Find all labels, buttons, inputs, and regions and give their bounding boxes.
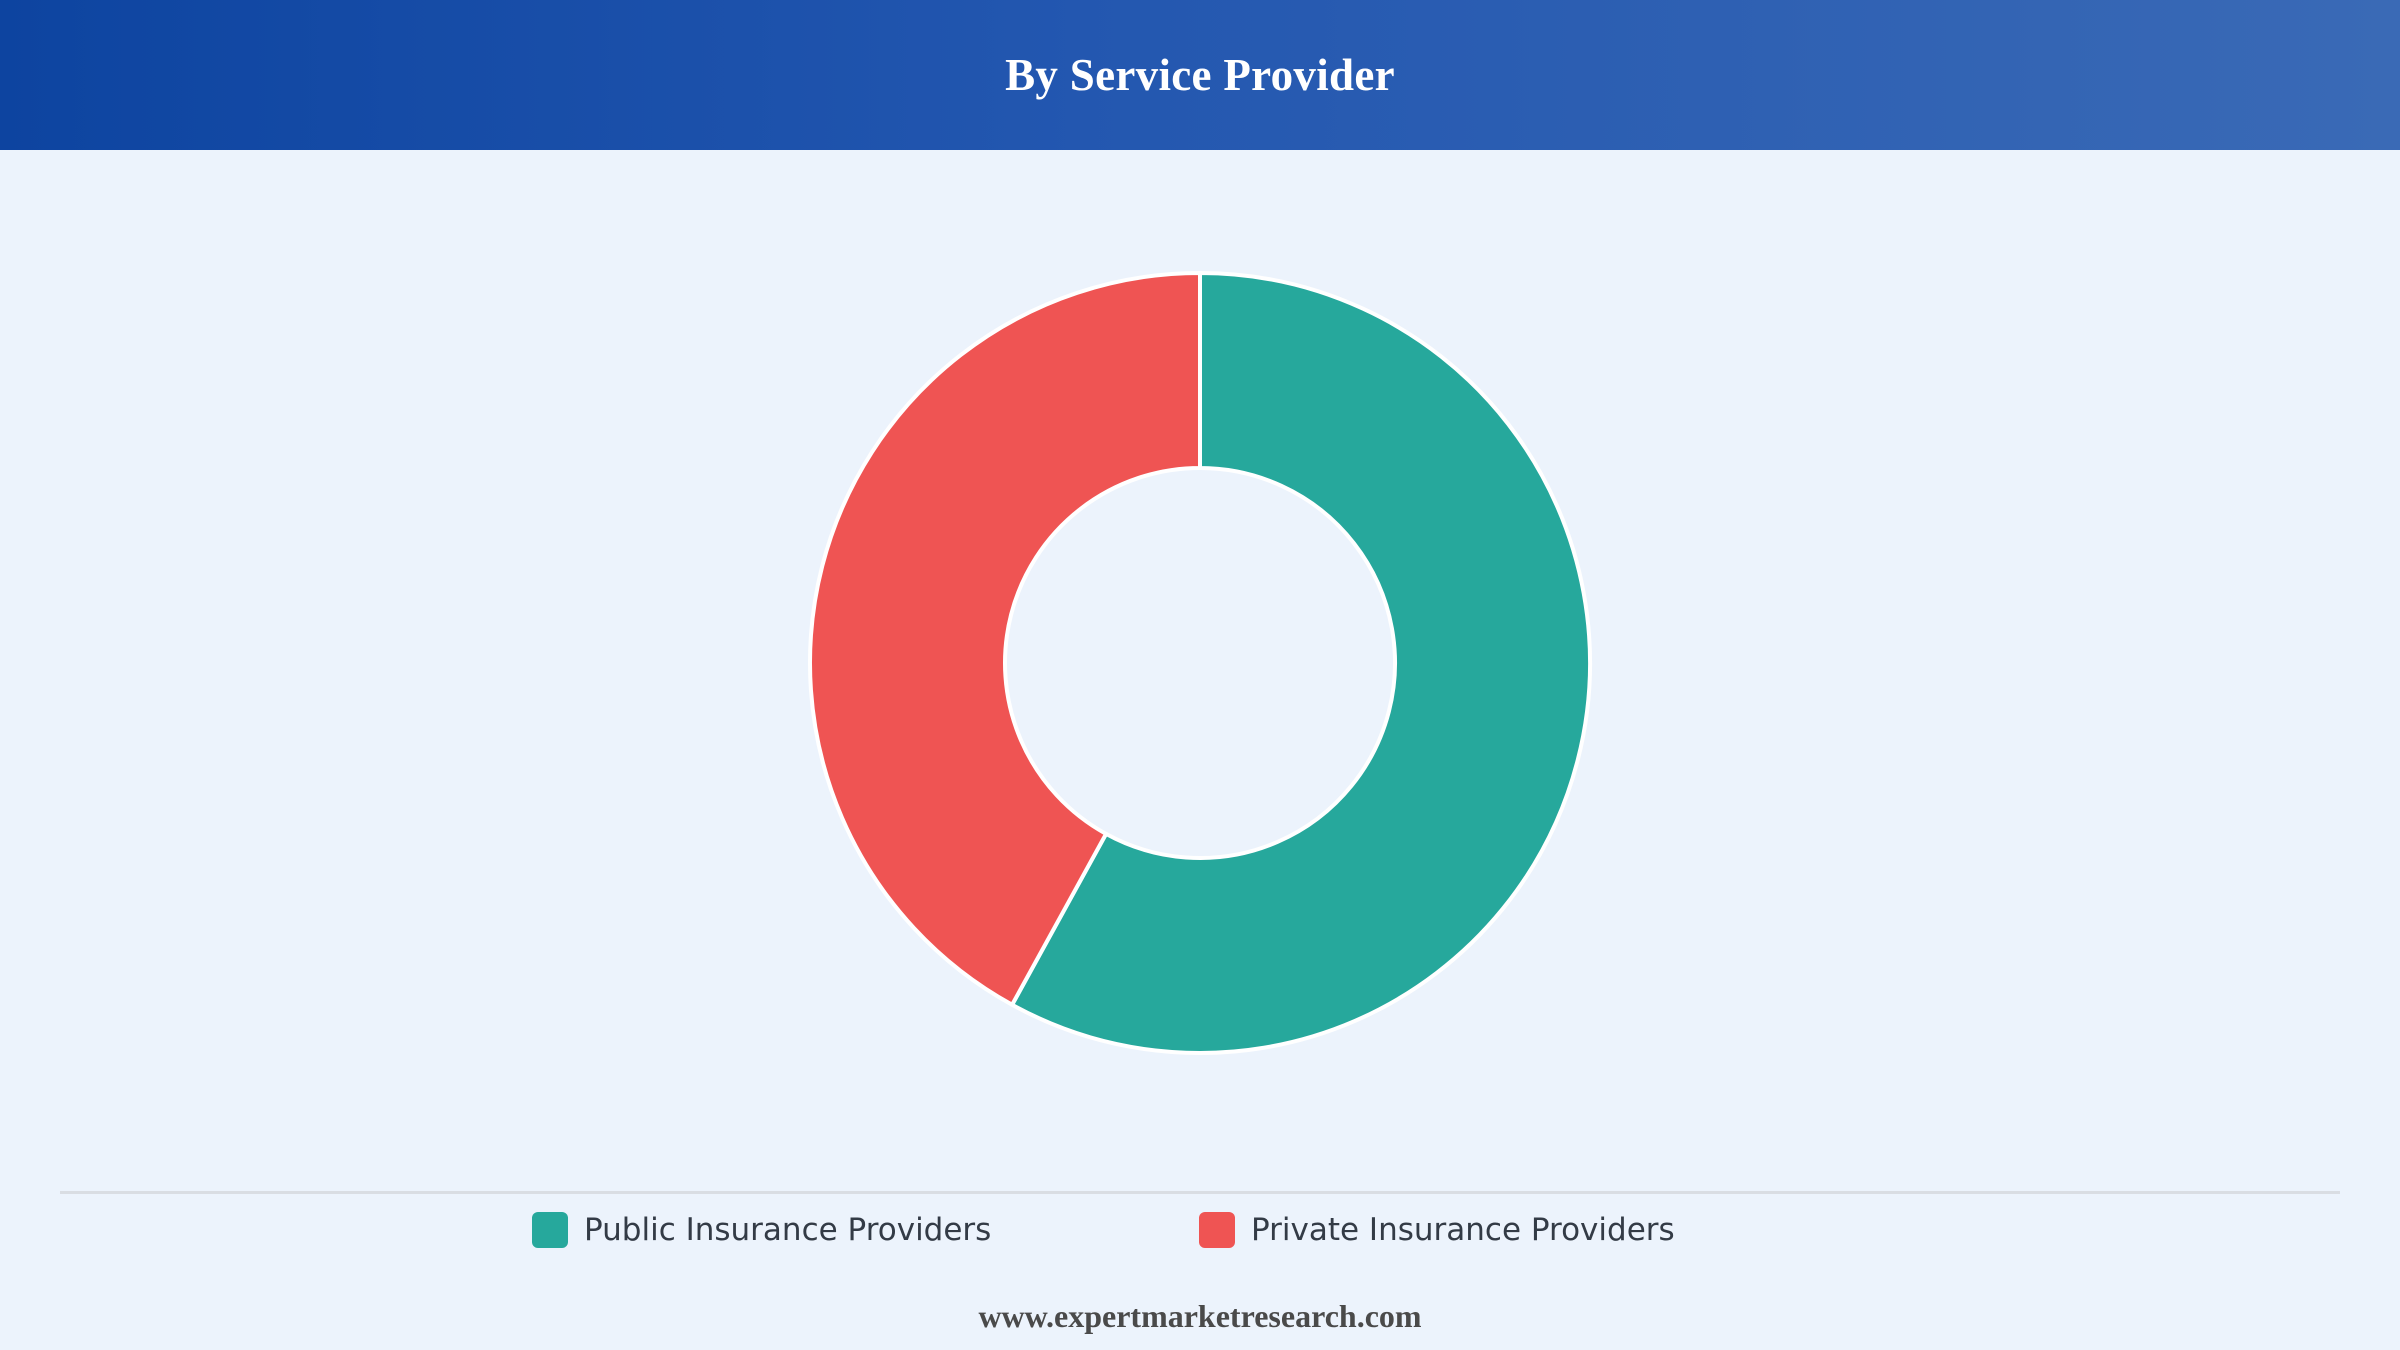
legend-item-private[interactable]: Private Insurance Providers	[1199, 1208, 1675, 1252]
source-footer: www.expertmarketresearch.com	[978, 1298, 1422, 1334]
legend-label-public: Public Insurance Providers	[584, 1212, 992, 1248]
legend-divider	[60, 1191, 2340, 1194]
donut-chart	[808, 271, 1592, 1055]
chart-header: By Service Provider	[0, 0, 2400, 150]
donut-slice-private[interactable]	[808, 271, 1202, 1007]
legend-item-public[interactable]: Public Insurance Providers	[532, 1208, 991, 1252]
legend-swatch-private	[1199, 1212, 1235, 1248]
chart-title: By Service Provider	[1005, 50, 1395, 100]
legend-swatch-public	[532, 1212, 568, 1248]
legend-label-private: Private Insurance Providers	[1251, 1212, 1675, 1248]
chart-area	[0, 150, 2400, 1190]
chart-legend: Public Insurance Providers Private Insur…	[0, 1208, 2400, 1252]
donut-slice-public[interactable]	[1010, 271, 1592, 1055]
